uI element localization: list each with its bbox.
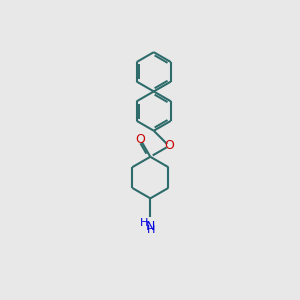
Text: H: H <box>147 225 156 236</box>
Text: O: O <box>136 133 146 146</box>
Text: O: O <box>164 140 174 152</box>
Text: H: H <box>140 218 148 228</box>
Text: N: N <box>146 220 155 233</box>
